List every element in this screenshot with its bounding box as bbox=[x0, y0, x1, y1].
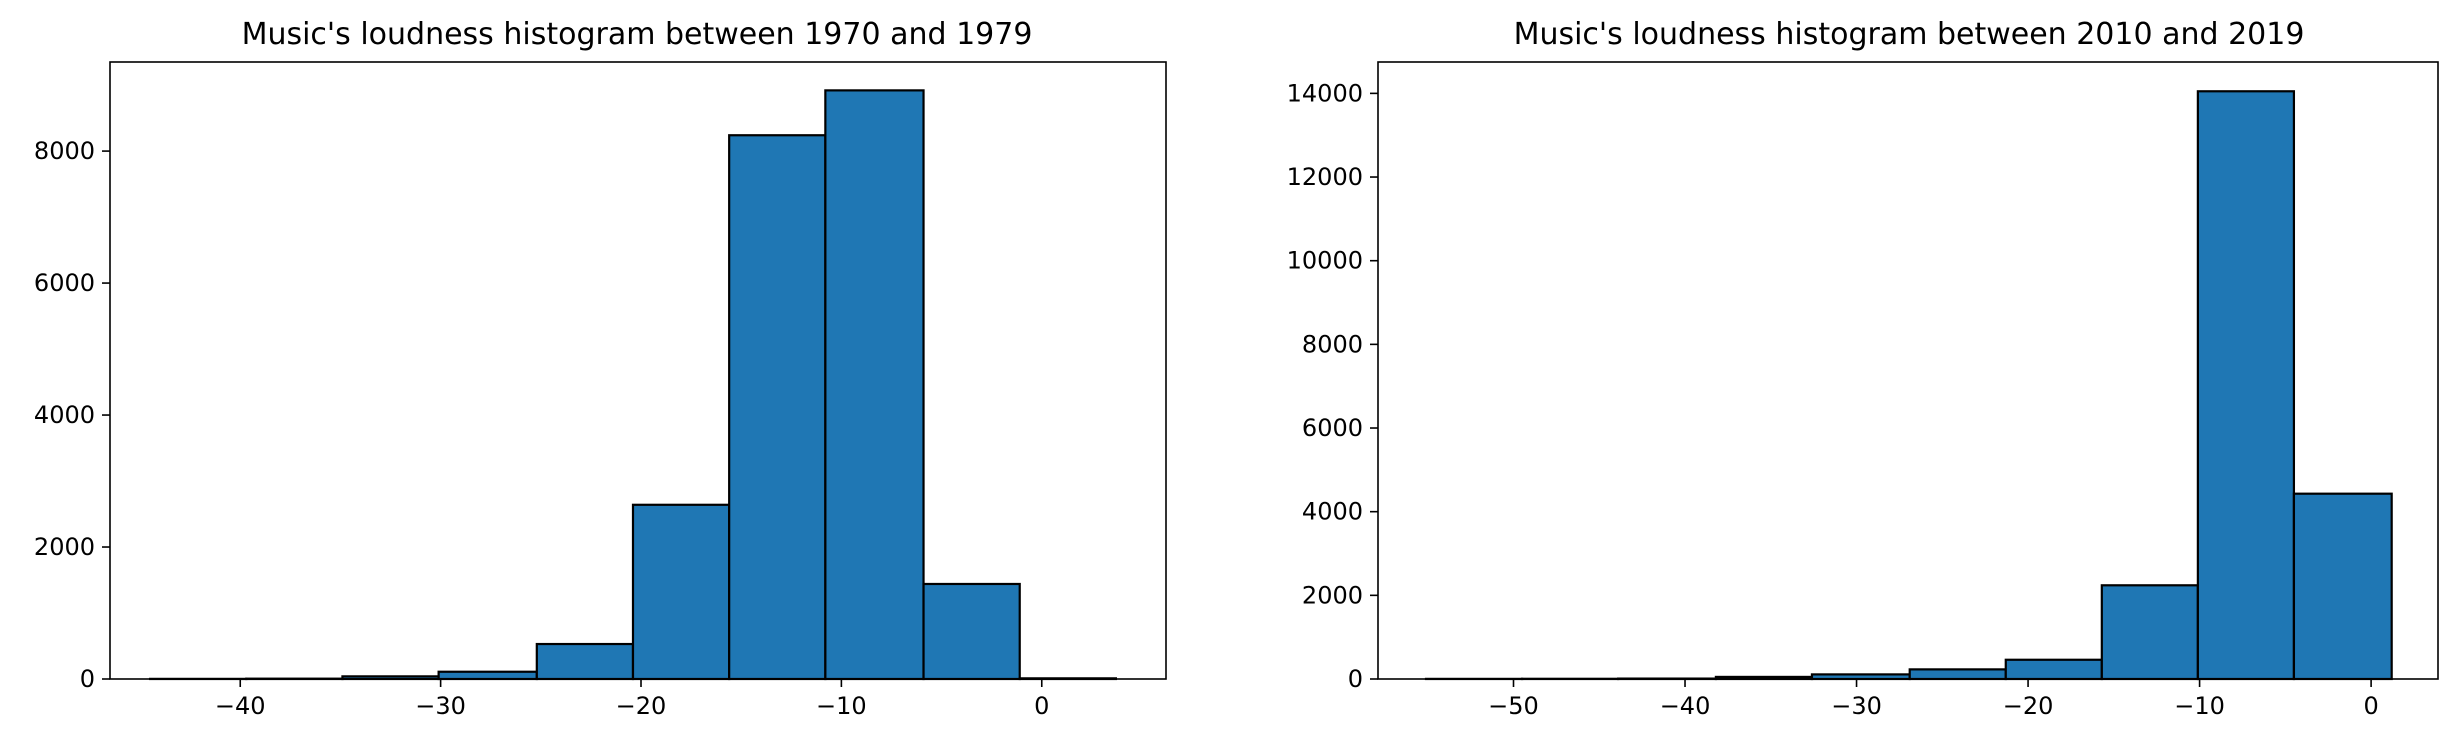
y-tick-label: 0 bbox=[1348, 665, 1363, 693]
x-tick-label: −40 bbox=[1660, 692, 1711, 720]
y-tick-label: 8000 bbox=[1302, 330, 1363, 358]
x-ticks-2010s: −50 −40 −30 −20 −10 0 bbox=[1488, 679, 2379, 720]
y-tick-label: 4000 bbox=[1302, 498, 1363, 526]
y-tick-label: 2000 bbox=[34, 533, 95, 561]
x-tick-label: −50 bbox=[1488, 692, 1539, 720]
bars-2010s bbox=[1424, 90, 2393, 681]
x-tick-label: −20 bbox=[2003, 692, 2054, 720]
y-tick-label: 4000 bbox=[34, 401, 95, 429]
histogram-bar bbox=[2292, 492, 2393, 681]
axes-frame-2010s bbox=[1377, 61, 2439, 680]
histogram-bar bbox=[2004, 658, 2103, 681]
histogram-2010s: Music's loudness histogram between 2010 … bbox=[1287, 17, 2439, 720]
y-tick-label: 2000 bbox=[1302, 581, 1363, 609]
x-tick-label: −40 bbox=[215, 692, 266, 720]
histogram-1970s: Music's loudness histogram between 1970 … bbox=[34, 17, 1167, 720]
y-tick-label: 6000 bbox=[1302, 414, 1363, 442]
y-ticks-2010s: 0 2000 4000 6000 8000 10000 12000 14000 bbox=[1287, 79, 1378, 693]
x-tick-label: −30 bbox=[415, 692, 466, 720]
y-tick-label: 10000 bbox=[1287, 247, 1363, 275]
y-tick-label: 12000 bbox=[1287, 163, 1363, 191]
histogram-bar bbox=[1908, 668, 2007, 681]
x-tick-label: −10 bbox=[816, 692, 867, 720]
axes-frame-1970s bbox=[109, 61, 1167, 680]
y-ticks-1970s: 0 2000 4000 6000 8000 bbox=[34, 137, 110, 693]
x-tick-label: 0 bbox=[2363, 692, 2378, 720]
histogram-bar bbox=[2196, 90, 2296, 681]
y-tick-label: 6000 bbox=[34, 269, 95, 297]
histogram-bar bbox=[824, 89, 925, 681]
y-tick-label: 0 bbox=[80, 665, 95, 693]
y-tick-label: 14000 bbox=[1287, 79, 1363, 107]
chart-title-1970s: Music's loudness histogram between 1970 … bbox=[242, 17, 1033, 52]
x-tick-label: −30 bbox=[1831, 692, 1882, 720]
bars-1970s bbox=[148, 89, 1118, 681]
histogram-bar bbox=[728, 134, 827, 681]
histogram-bar bbox=[631, 503, 731, 681]
chart-title-2010s: Music's loudness histogram between 2010 … bbox=[1514, 17, 2305, 52]
histogram-bar bbox=[2100, 584, 2199, 681]
x-ticks-1970s: −40 −30 −20 −10 0 bbox=[215, 679, 1049, 720]
x-tick-label: −20 bbox=[616, 692, 667, 720]
y-tick-label: 8000 bbox=[34, 137, 95, 165]
x-tick-label: −10 bbox=[2174, 692, 2225, 720]
histogram-bar bbox=[922, 582, 1021, 681]
histogram-bar bbox=[437, 670, 538, 681]
x-tick-label: 0 bbox=[1034, 692, 1049, 720]
histogram-bar bbox=[535, 642, 635, 681]
